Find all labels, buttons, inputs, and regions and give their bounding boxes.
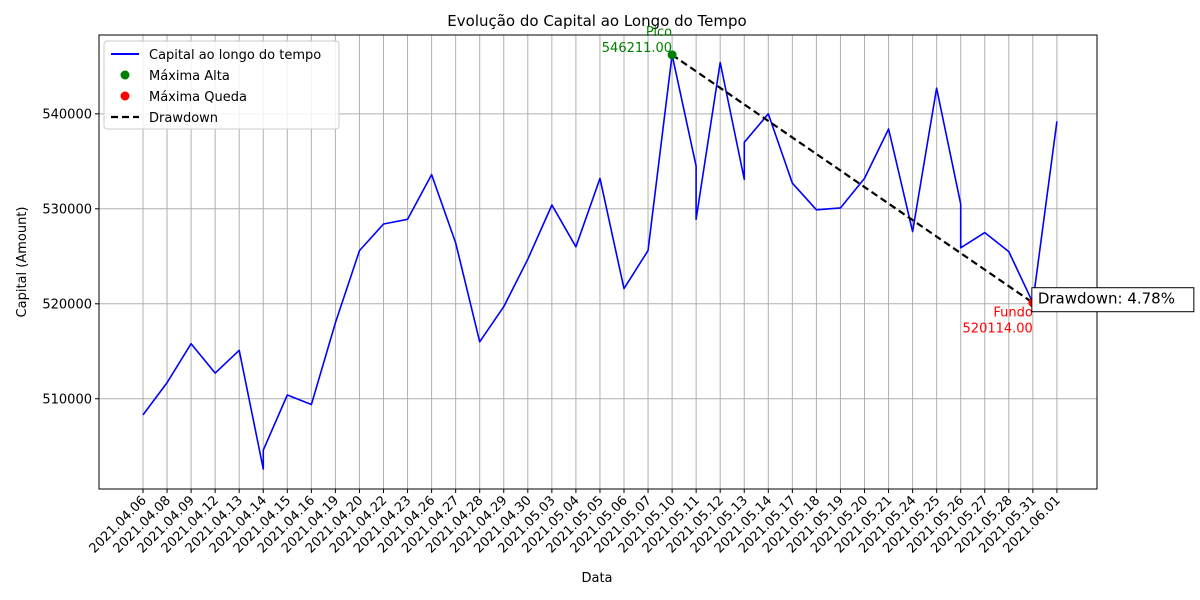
y-tick-label: 520000 bbox=[42, 297, 92, 312]
legend-label: Máxima Alta bbox=[149, 69, 230, 84]
series-line-capital bbox=[142, 53, 1058, 470]
legend: Capital ao longo do tempo Máxima Alta Má… bbox=[103, 40, 340, 130]
peak-value-label: 546211.00 bbox=[602, 41, 672, 56]
legend-item-max-alta: Máxima Alta bbox=[120, 69, 230, 84]
x-axis: 2021.04.062021.04.082021.04.092021.04.12… bbox=[87, 489, 1064, 556]
legend-item-drawdown: Drawdown bbox=[111, 111, 218, 126]
legend-label: Máxima Queda bbox=[149, 90, 247, 105]
annotations: Pico 546211.00 Fundo 520114.00 Drawdown:… bbox=[602, 25, 1195, 337]
y-axis-label: Capital (Amount) bbox=[15, 207, 30, 318]
plot-frame bbox=[98, 34, 1098, 490]
drawdown-box bbox=[1031, 287, 1195, 313]
x-axis-label: Data bbox=[581, 571, 612, 586]
y-tick-label: 540000 bbox=[42, 107, 92, 122]
legend-marker-swatch bbox=[120, 70, 130, 80]
peak-label: Pico bbox=[646, 25, 672, 40]
chart-title: Evolução do Capital ao Longo do Tempo bbox=[447, 12, 746, 30]
legend-box bbox=[103, 40, 340, 130]
trough-value-label: 520114.00 bbox=[963, 322, 1033, 337]
legend-item-capital: Capital ao longo do tempo bbox=[111, 48, 321, 63]
trough-label: Fundo bbox=[993, 306, 1032, 321]
peak-marker bbox=[667, 50, 677, 60]
legend-label: Drawdown bbox=[149, 111, 218, 126]
drawdown-line bbox=[671, 53, 1034, 304]
series-layer bbox=[142, 53, 1058, 470]
legend-item-max-queda: Máxima Queda bbox=[120, 90, 247, 105]
y-tick-label: 530000 bbox=[42, 202, 92, 217]
legend-label: Capital ao longo do tempo bbox=[149, 48, 321, 63]
drawdown-text: Drawdown: 4.78% bbox=[1038, 290, 1175, 308]
y-axis: 510000 520000 530000 540000 bbox=[42, 107, 99, 407]
legend-marker-swatch bbox=[120, 91, 130, 101]
y-tick-label: 510000 bbox=[42, 392, 92, 407]
